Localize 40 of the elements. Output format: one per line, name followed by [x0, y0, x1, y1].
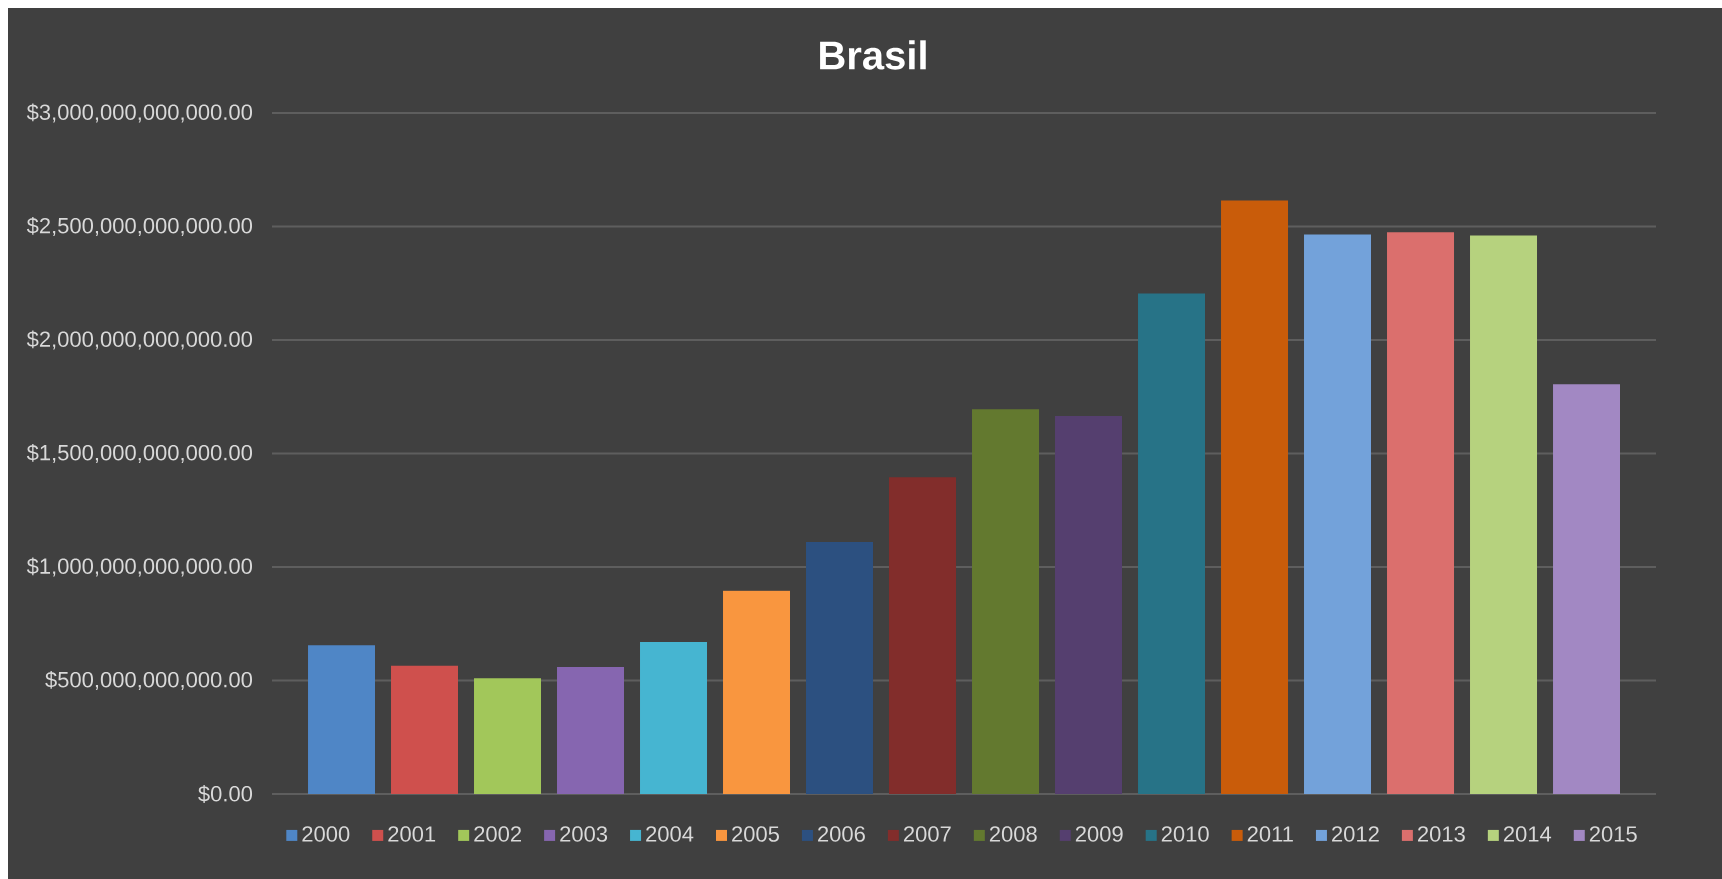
legend-label: 2003 — [560, 826, 608, 842]
legend-label: 2008 — [989, 826, 1037, 842]
bar — [723, 590, 791, 794]
bar — [1470, 235, 1538, 794]
y-tick-label: $0.00 — [198, 785, 253, 803]
bar — [972, 409, 1040, 794]
legend-label: 2011 — [1247, 826, 1293, 842]
bar — [474, 678, 542, 794]
bar — [1055, 416, 1123, 794]
legend-label: 2010 — [1161, 826, 1209, 842]
y-tick-label: $1,000,000,000,000.00 — [26, 557, 253, 577]
bar — [889, 477, 957, 794]
legend-label: 2012 — [1332, 826, 1379, 842]
bar — [391, 665, 459, 794]
chart-title: Brasil — [820, 40, 926, 70]
legend-label: 2006 — [818, 826, 865, 842]
legend-label: 2007 — [903, 826, 951, 842]
bar — [1221, 200, 1289, 794]
bar — [308, 645, 376, 794]
y-tick-label: $1,500,000,000,000.00 — [26, 443, 253, 464]
legend-label: 2015 — [1589, 826, 1637, 842]
bar — [557, 666, 625, 794]
bar — [1304, 234, 1372, 794]
bar — [1387, 232, 1455, 794]
y-tick-label: $500,000,000,000.00 — [45, 670, 253, 691]
y-tick-label: $3,000,000,000,000.00 — [26, 103, 253, 123]
legend-label: 2009 — [1075, 826, 1123, 842]
bar — [1138, 293, 1206, 794]
bar — [640, 641, 708, 794]
bar — [806, 542, 874, 794]
legend-label: 2013 — [1417, 826, 1465, 842]
legend-label: 2001 — [388, 826, 436, 842]
legend-label: 2002 — [474, 826, 522, 842]
legend-label: 2005 — [732, 826, 779, 842]
y-tick-label: $2,500,000,000,000.00 — [26, 216, 253, 237]
bar — [1553, 384, 1621, 794]
y-tick-label: $2,000,000,000,000.00 — [26, 330, 253, 350]
legend-label: 2000 — [302, 826, 350, 842]
legend-label: 2004 — [646, 826, 694, 842]
legend-label: 2014 — [1503, 826, 1552, 842]
